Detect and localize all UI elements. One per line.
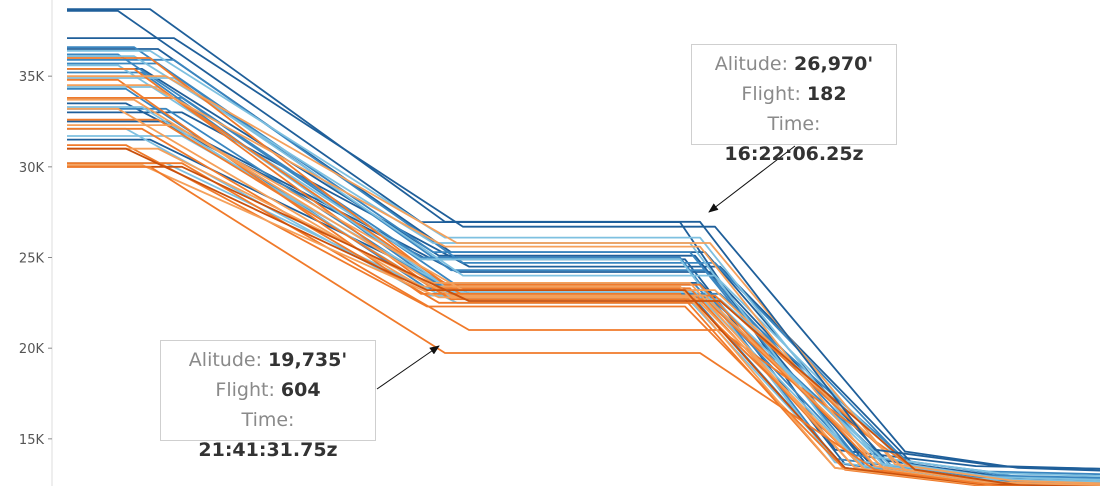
flight-value: 604 xyxy=(280,379,321,401)
time-label: Time: xyxy=(241,409,295,431)
tooltip-time-row: Time: 16:22:06.25z xyxy=(702,109,886,169)
annotation-arrows xyxy=(376,145,796,390)
series-line-flight-182 xyxy=(67,8,1100,470)
y-axis-ticks: 15K 20K 25K 30K 35K xyxy=(19,70,52,448)
series-line xyxy=(67,164,1030,486)
arrow-flight-604 xyxy=(376,345,440,390)
altitude-label: Alitude: xyxy=(714,53,788,75)
tooltip-flight-182: Alitude: 26,970' Flight: 182 Time: 16:22… xyxy=(691,44,897,165)
series-line xyxy=(67,147,1038,486)
tooltip-flight-row: Flight: 604 xyxy=(171,375,365,405)
tooltip-altitude-row: Alitude: 26,970' xyxy=(702,49,886,79)
tooltip-altitude-row: Alitude: 19,735' xyxy=(171,345,365,375)
flight-value: 182 xyxy=(806,83,847,105)
altitude-label: Alitude: xyxy=(188,349,262,371)
y-tick-label: 15K xyxy=(19,433,45,448)
series-line xyxy=(67,165,1050,486)
y-tick-label: 25K xyxy=(19,252,45,267)
tooltip-flight-604: Alitude: 19,735' Flight: 604 Time: 21:41… xyxy=(160,340,376,461)
series-lines xyxy=(67,8,1100,486)
series-line xyxy=(67,37,1100,472)
series-line xyxy=(67,49,1100,477)
altitude-value: 26,970' xyxy=(794,53,874,75)
series-line xyxy=(67,75,1100,485)
series-line-flight-604 xyxy=(67,165,1034,486)
tooltip-time-row: Time: 21:41:31.75z xyxy=(171,405,365,465)
time-value: 16:22:06.25z xyxy=(724,143,864,165)
arrow-flight-182 xyxy=(708,145,796,213)
tooltip-flight-row: Flight: 182 xyxy=(702,79,886,109)
flight-label: Flight: xyxy=(215,379,275,401)
series-line xyxy=(67,144,1022,486)
y-tick-label: 30K xyxy=(19,161,45,176)
y-tick-label: 20K xyxy=(19,342,45,357)
time-label: Time: xyxy=(767,113,821,135)
series-line xyxy=(67,124,1046,486)
time-value: 21:41:31.75z xyxy=(198,439,338,461)
flight-label: Flight: xyxy=(741,83,801,105)
y-tick-label: 35K xyxy=(19,70,45,85)
altitude-value: 19,735' xyxy=(268,349,348,371)
